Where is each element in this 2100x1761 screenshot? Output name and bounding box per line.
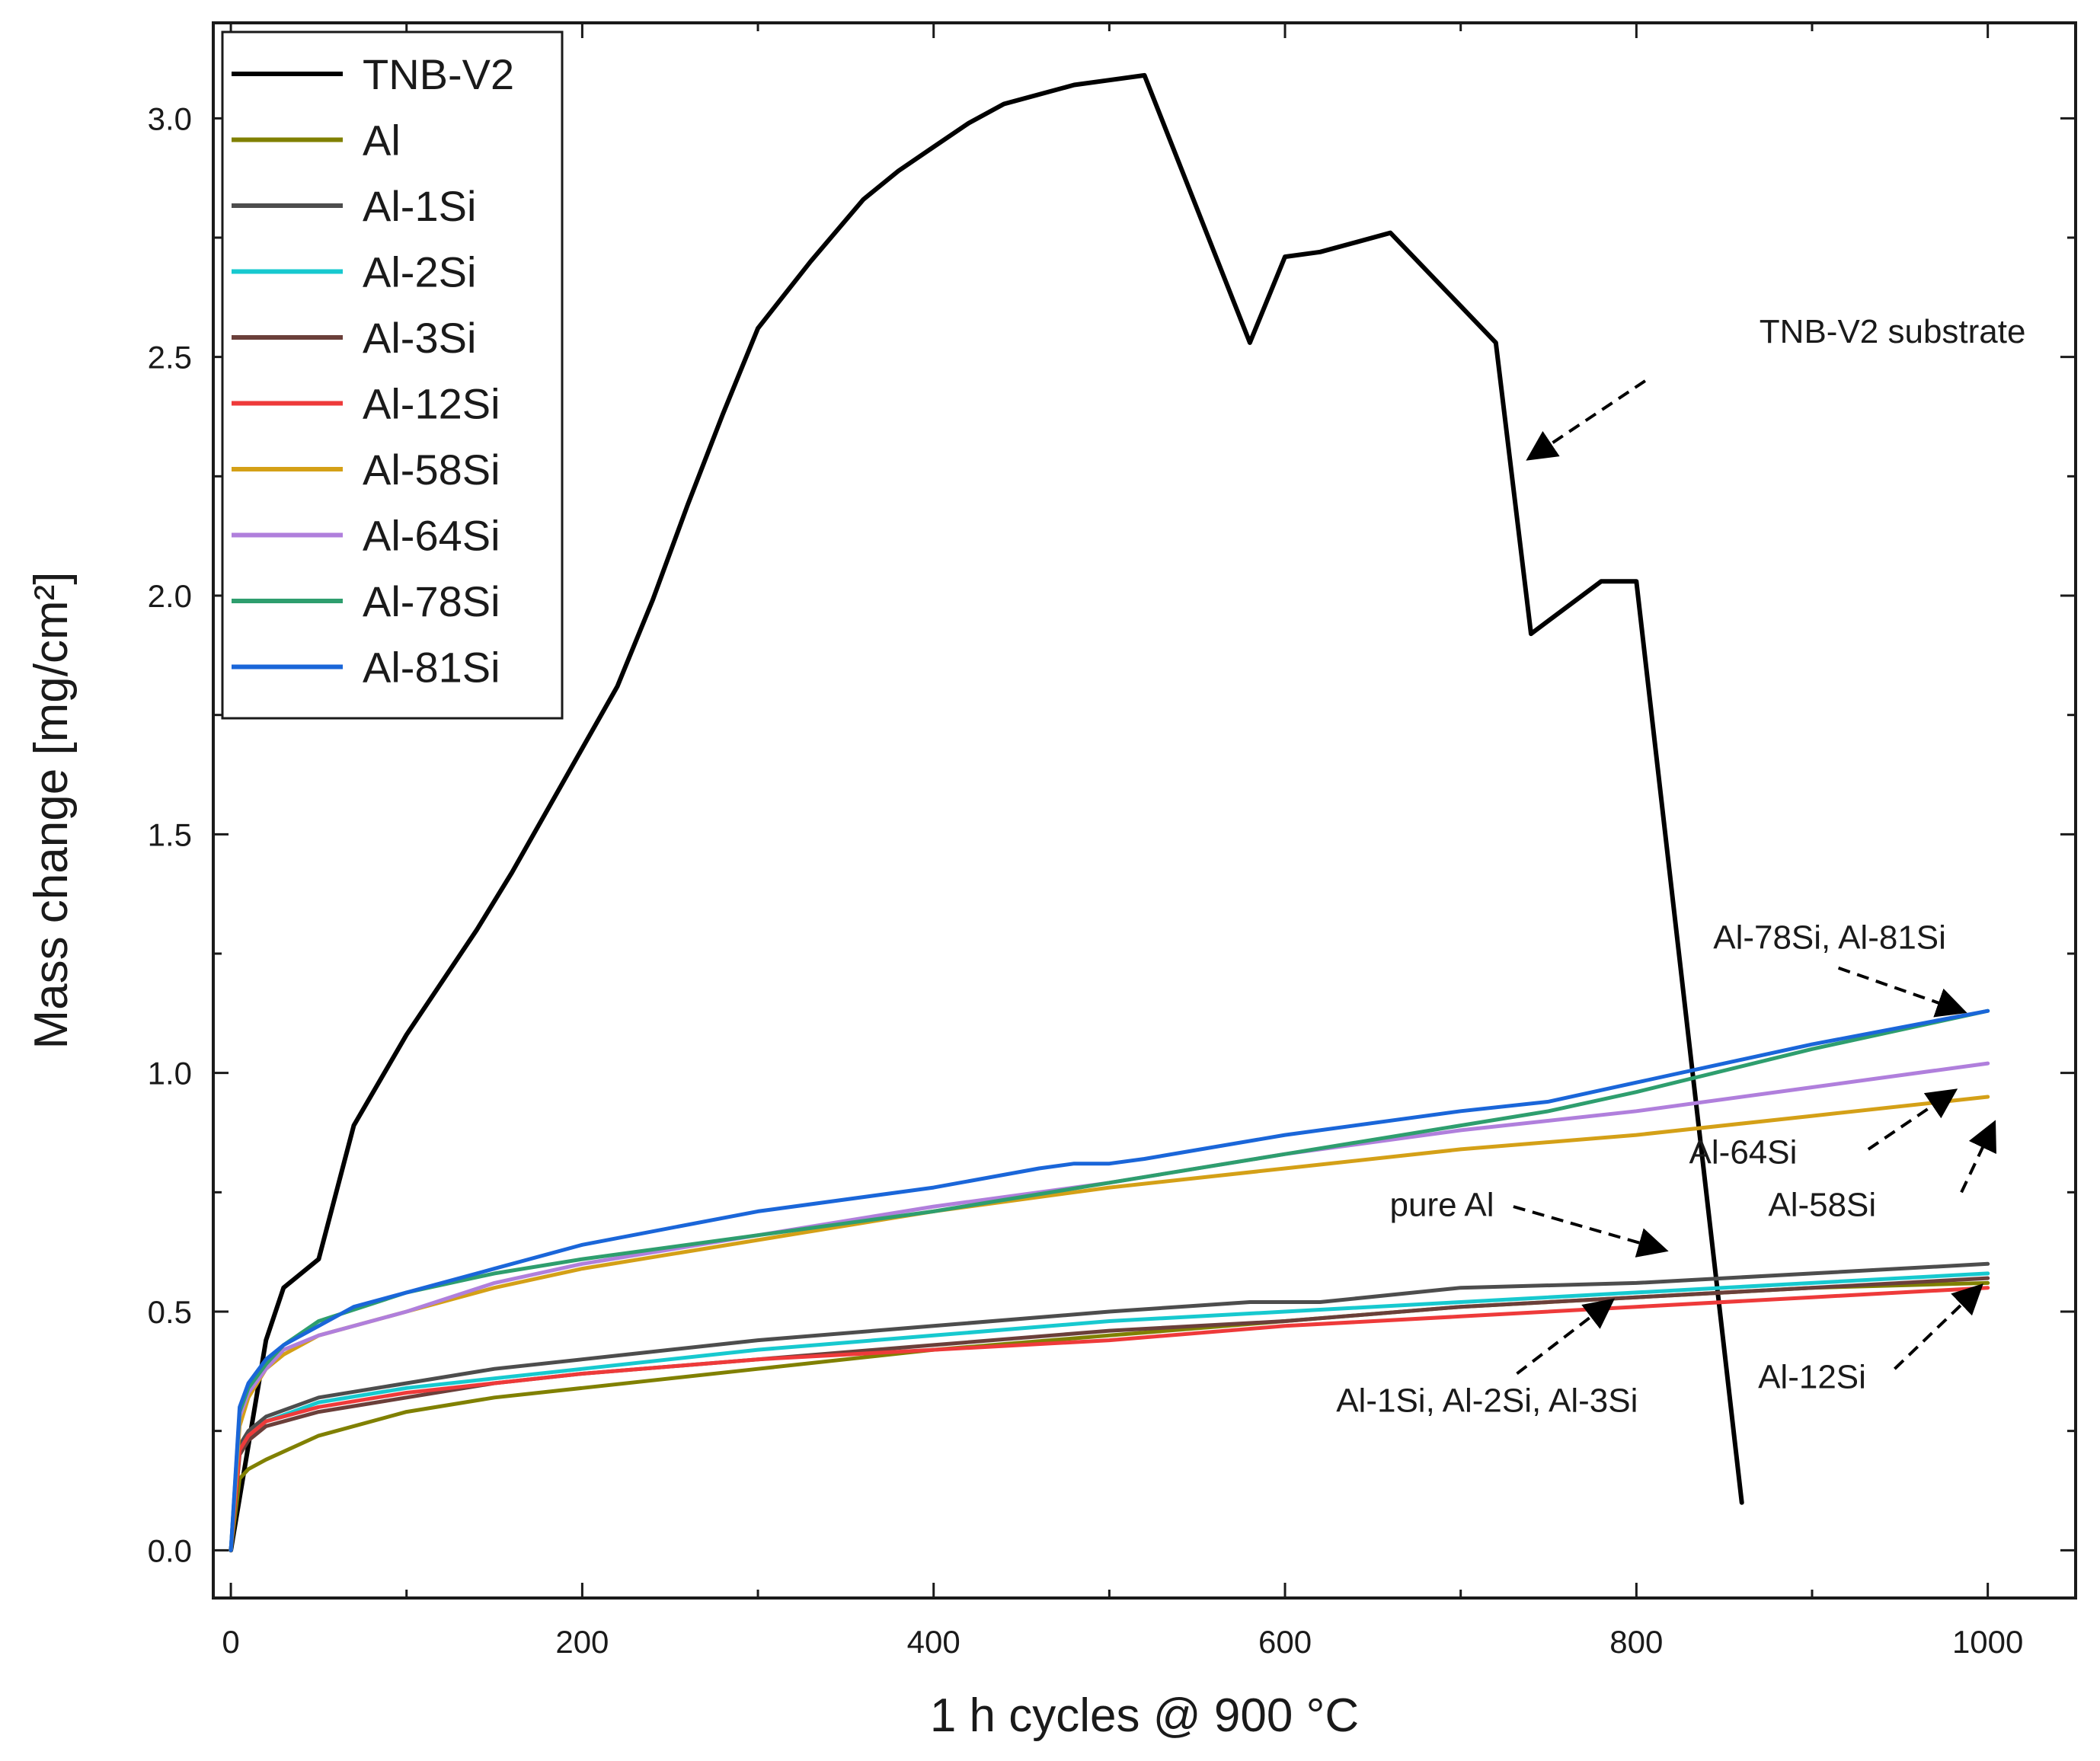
- legend-label-al-78si: Al-78Si: [363, 577, 500, 625]
- y-tick-label: 1.5: [148, 817, 192, 852]
- x-tick-label: 800: [1609, 1624, 1663, 1660]
- series-line-al: [229, 1280, 1990, 1552]
- x-tick-label: 600: [1258, 1624, 1312, 1660]
- annotation-label-al-1si-al-2si-al-3si: Al-1Si, Al-2Si, Al-3Si: [1336, 1382, 1638, 1420]
- series-line-al-3si: [229, 1276, 1990, 1552]
- annotation-label-al-58si: Al-58Si: [1768, 1187, 1876, 1224]
- y-tick-label: 3.0: [148, 101, 192, 136]
- annotation-label-tnb-v2-substrate: TNB-V2 substrate: [1760, 313, 2026, 350]
- annotation-arrow: [1513, 1205, 1669, 1258]
- y-tick-label: 1.0: [148, 1056, 192, 1091]
- annotation-label-al-12si: Al-12Si: [1758, 1358, 1866, 1395]
- legend-label-al-12si: Al-12Si: [363, 380, 500, 428]
- series-line-al-78si: [229, 1008, 1990, 1552]
- annotation-arrow: [1837, 966, 1967, 1018]
- annotation-label-al-78si-al-81si: Al-78Si, Al-81Si: [1713, 919, 1946, 957]
- legend-label-tnb-v2: TNB-V2: [363, 50, 514, 98]
- annotation-arrow: [1526, 379, 1646, 461]
- legend-label-al-3si: Al-3Si: [363, 314, 476, 362]
- y-tick-label: 0.5: [148, 1294, 192, 1330]
- x-tick-label: 200: [555, 1624, 609, 1660]
- series-group: [229, 72, 1990, 1553]
- annotation-label-al-64si: Al-64Si: [1689, 1134, 1798, 1171]
- legend-label-al-1si: Al-1Si: [363, 182, 476, 230]
- series-line-al-64si: [229, 1061, 1990, 1552]
- legend-label-al-64si: Al-64Si: [363, 512, 500, 560]
- y-axis-title: Mass change [mg/cm²]: [25, 571, 78, 1049]
- x-axis-title: 1 h cycles @ 900 °C: [930, 1689, 1359, 1742]
- legend-label-al-2si: Al-2Si: [363, 248, 476, 296]
- legend: TNB-V2 Al Al-1Si Al-2Si Al-3Si Al-12Si Al-58Si…: [221, 30, 564, 720]
- plot-frame: [212, 21, 2077, 1600]
- x-tick-label: 0: [222, 1624, 239, 1660]
- annotation-arrow: [1960, 1120, 1996, 1194]
- y-tick-label: 0.0: [148, 1532, 192, 1568]
- series-line-al-81si: [229, 1008, 1990, 1552]
- legend-label-al-81si: Al-81Si: [363, 644, 500, 692]
- series-line-tnb-v2: [229, 72, 1744, 1553]
- y-tick-label: 2.5: [148, 340, 192, 376]
- annotation-arrow: [1894, 1283, 1983, 1370]
- legend-box: [221, 30, 564, 720]
- legend-label-al: Al: [363, 117, 401, 165]
- series-line-al-1si: [229, 1261, 1990, 1552]
- annotation-label-pure-al: pure Al: [1390, 1187, 1494, 1224]
- legend-label-al-58si: Al-58Si: [363, 446, 500, 494]
- y-tick-label: 2.0: [148, 578, 192, 614]
- x-tick-label: 1000: [1952, 1624, 2023, 1660]
- x-tick-label: 400: [907, 1624, 961, 1660]
- annotations-group: TNB-V2 substrate Al-78Si, Al-81Si Al-64Si A…: [1336, 313, 2025, 1420]
- series-line-al-2si: [229, 1271, 1990, 1552]
- series-line-al-12si: [229, 1286, 1990, 1552]
- axes-group: 0 200 400 600 800 1000 0.0 0.5 1.0 1.5 2.0 2.5 3.0: [148, 23, 2076, 1660]
- annotation-arrow: [1867, 1088, 1958, 1151]
